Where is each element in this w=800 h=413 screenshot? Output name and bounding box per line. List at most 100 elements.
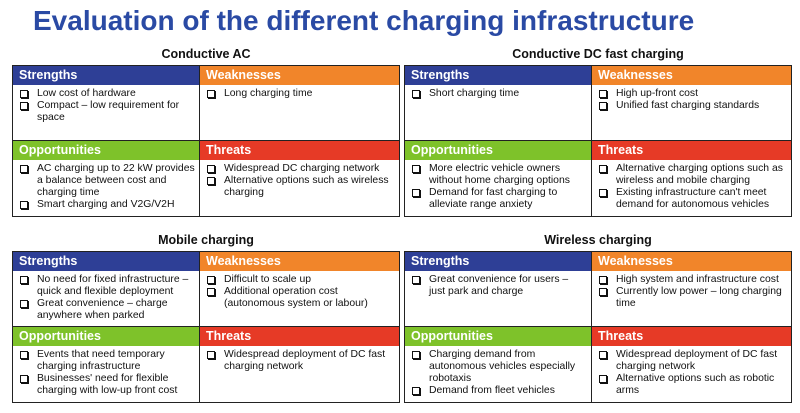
opportunities-list: Events that need temporary charging infr…	[13, 346, 199, 397]
strengths-list: No need for fixed infrastructure – quick…	[13, 271, 199, 322]
list-item: Widespread deployment of DC fast chargin…	[204, 349, 395, 373]
list-item: Additional operation cost (autonomous sy…	[204, 286, 395, 310]
opportunities-cell: Opportunities AC charging up to 22 kW pro…	[13, 141, 200, 216]
quadrant-title: Conductive AC	[161, 47, 251, 61]
list-item: Demand for fast charging to alleviate ra…	[409, 187, 587, 211]
strengths-cell: Strengths Great convenience for users – j…	[405, 252, 592, 327]
threats-list: Widespread deployment of DC fast chargin…	[200, 346, 399, 373]
checkbox-bullet-icon	[207, 276, 215, 284]
strengths-header: Strengths	[405, 66, 591, 85]
list-item-text: High system and infrastructure cost	[616, 274, 779, 285]
checkbox-bullet-icon	[412, 387, 420, 395]
list-item-text: Long charging time	[224, 88, 313, 99]
list-item-text: Smart charging and V2G/V2H	[37, 199, 175, 210]
list-item-text: Additional operation cost (autonomous sy…	[224, 286, 368, 309]
list-item-text: Existing infrastructure can't meet deman…	[616, 187, 770, 210]
checkbox-bullet-icon	[599, 276, 607, 284]
threats-cell: Threats Alternative charging options such…	[592, 141, 791, 216]
list-item: Widespread DC charging network	[204, 163, 395, 175]
strengths-header: Strengths	[405, 252, 591, 271]
checkbox-bullet-icon	[412, 189, 420, 197]
list-item-text: Great convenience for users – just park …	[429, 274, 569, 297]
list-item-text: Widespread deployment of DC fast chargin…	[224, 349, 386, 372]
list-item: Compact – low requirement for space	[17, 100, 195, 124]
list-item: Alternative options such as robotic arms	[596, 373, 787, 397]
checkbox-bullet-icon	[599, 351, 607, 359]
checkbox-bullet-icon	[20, 351, 28, 359]
checkbox-bullet-icon	[599, 288, 607, 296]
strengths-list: Short charging time	[405, 85, 591, 100]
list-item-text: Demand from fleet vehicles	[429, 385, 555, 396]
strengths-header: Strengths	[13, 252, 199, 271]
opportunities-header: Opportunities	[13, 141, 199, 160]
list-item-text: More electric vehicle owners without hom…	[429, 163, 570, 186]
list-item: High system and infrastructure cost	[596, 274, 787, 286]
swot-grid: Strengths Short charging time Weaknesses Hi…	[404, 65, 792, 217]
threats-list: Widespread DC charging network Alternativ…	[200, 160, 399, 199]
list-item: AC charging up to 22 kW provides a balan…	[17, 163, 195, 199]
list-item-text: Difficult to scale up	[224, 274, 312, 285]
list-item: No need for fixed infrastructure – quick…	[17, 274, 195, 298]
list-item: Unified fast charging standards	[596, 100, 787, 112]
list-item: Alternative charging options such as wir…	[596, 163, 787, 187]
weaknesses-header: Weaknesses	[592, 252, 791, 271]
threats-header: Threats	[592, 141, 791, 160]
weaknesses-cell: Weaknesses High system and infrastructure…	[592, 252, 791, 327]
opportunities-list: Charging demand from autonomous vehicles…	[405, 346, 591, 397]
list-item-text: Alternative options such as robotic arms	[616, 373, 775, 396]
list-item: Demand from fleet vehicles	[409, 385, 587, 397]
swot-grid: Strengths Low cost of hardware Compact – l…	[12, 65, 400, 217]
list-item: Charging demand from autonomous vehicles…	[409, 349, 587, 385]
weaknesses-header: Weaknesses	[200, 66, 399, 85]
list-item: Great convenience – charge anywhere when…	[17, 298, 195, 322]
opportunities-cell: Opportunities Events that need temporary …	[13, 327, 200, 402]
list-item: Events that need temporary charging infr…	[17, 349, 195, 373]
list-item: Existing infrastructure can't meet deman…	[596, 187, 787, 211]
checkbox-bullet-icon	[599, 189, 607, 197]
list-item: Widespread deployment of DC fast chargin…	[596, 349, 787, 373]
list-item: Long charging time	[204, 88, 395, 100]
list-item-text: Unified fast charging standards	[616, 100, 760, 111]
weaknesses-list: High up-front cost Unified fast charging …	[592, 85, 791, 112]
checkbox-bullet-icon	[599, 102, 607, 110]
checkbox-bullet-icon	[412, 351, 420, 359]
list-item-text: High up-front cost	[616, 88, 699, 99]
checkbox-bullet-icon	[207, 90, 215, 98]
weaknesses-cell: Weaknesses Difficult to scale up Additiona…	[200, 252, 399, 327]
checkbox-bullet-icon	[412, 90, 420, 98]
weaknesses-list: Difficult to scale up Additional operatio…	[200, 271, 399, 310]
list-item-text: Charging demand from autonomous vehicles…	[429, 349, 576, 384]
opportunities-header: Opportunities	[13, 327, 199, 346]
list-item: Currently low power – long charging time	[596, 286, 787, 310]
checkbox-bullet-icon	[207, 351, 215, 359]
checkbox-bullet-icon	[599, 375, 607, 383]
list-item: Alternative options such as wireless cha…	[204, 175, 395, 199]
checkbox-bullet-icon	[412, 276, 420, 284]
swot-grid: Strengths Great convenience for users – j…	[404, 251, 792, 403]
checkbox-bullet-icon	[599, 165, 607, 173]
list-item: Great convenience for users – just park …	[409, 274, 587, 298]
list-item: High up-front cost	[596, 88, 787, 100]
list-item-text: Low cost of hardware	[37, 88, 136, 99]
checkbox-bullet-icon	[20, 300, 28, 308]
strengths-cell: Strengths Short charging time	[405, 66, 592, 141]
list-item: Smart charging and V2G/V2H	[17, 199, 195, 211]
threats-list: Alternative charging options such as wir…	[592, 160, 791, 211]
checkbox-bullet-icon	[20, 201, 28, 209]
threats-header: Threats	[200, 141, 399, 160]
strengths-cell: Strengths Low cost of hardware Compact – l…	[13, 66, 200, 141]
checkbox-bullet-icon	[20, 102, 28, 110]
list-item-text: Short charging time	[429, 88, 520, 99]
strengths-list: Great convenience for users – just park …	[405, 271, 591, 298]
list-item-text: Widespread deployment of DC fast chargin…	[616, 349, 778, 372]
opportunities-header: Opportunities	[405, 327, 591, 346]
opportunities-list: AC charging up to 22 kW provides a balan…	[13, 160, 199, 211]
weaknesses-list: Long charging time	[200, 85, 399, 100]
swot-grid: Strengths No need for fixed infrastructur…	[12, 251, 400, 403]
checkbox-bullet-icon	[599, 90, 607, 98]
weaknesses-cell: Weaknesses High up-front cost Unified fast…	[592, 66, 791, 141]
list-item-text: Great convenience – charge anywhere when…	[37, 298, 168, 321]
checkbox-bullet-icon	[20, 90, 28, 98]
list-item: Low cost of hardware	[17, 88, 195, 100]
list-item: More electric vehicle owners without hom…	[409, 163, 587, 187]
